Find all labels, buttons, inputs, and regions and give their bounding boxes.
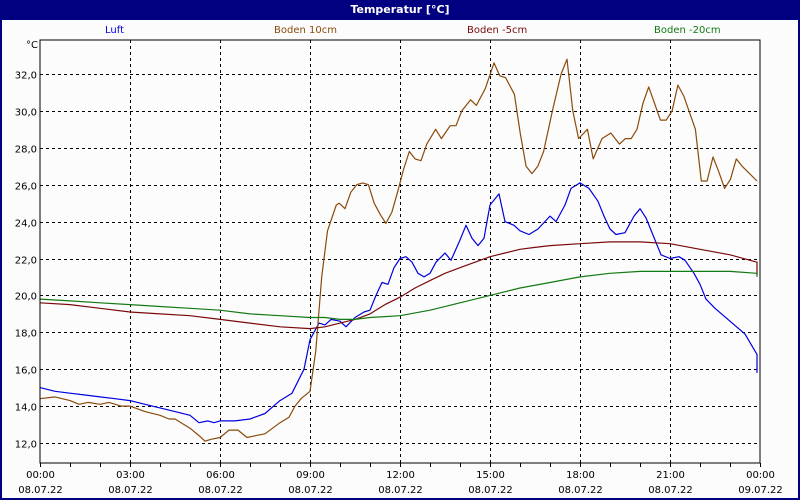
x-tick-time: 15:00 bbox=[476, 470, 505, 481]
x-tick-time: 06:00 bbox=[206, 470, 235, 481]
y-tick-label: 24,0 bbox=[15, 219, 37, 230]
y-tick-label: 32,0 bbox=[15, 71, 37, 82]
x-axis-ticks: 00:00 08.07.22 03:00 08.07.22 06:00 08.07.22 0… bbox=[18, 463, 783, 496]
x-tick-date: 08.07.22 bbox=[198, 485, 243, 496]
x-tick-date: 08.07.22 bbox=[288, 485, 333, 496]
legend-boden-10cm: Boden 10cm bbox=[274, 25, 337, 36]
series-line-boden-10cm bbox=[39, 58, 758, 442]
x-tick-time: 12:00 bbox=[386, 470, 415, 481]
y-tick-label: 30,0 bbox=[15, 108, 37, 119]
x-tick-date: 08.07.22 bbox=[648, 485, 693, 496]
y-tick-label: 18,0 bbox=[15, 329, 37, 340]
legend-boden-20cm: Boden -20cm bbox=[654, 25, 721, 36]
series-line-boden-5cm bbox=[39, 241, 758, 330]
legend-luft: Luft bbox=[105, 25, 124, 36]
y-tick-label: 16,0 bbox=[15, 366, 37, 377]
y-tick-label: 12,0 bbox=[15, 440, 37, 451]
x-tick-date: 08.07.22 bbox=[468, 485, 513, 496]
x-tick-date: 09.07.22 bbox=[738, 485, 783, 496]
y-axis-ticks: 12,0 14,0 16,0 18,0 20,0 22,0 24,0 26,0 28,0 30,0… bbox=[15, 71, 37, 451]
x-tick-date: 08.07.22 bbox=[558, 485, 603, 496]
x-tick-time: 21:00 bbox=[656, 470, 685, 481]
plot-frame bbox=[39, 39, 761, 464]
series-lines bbox=[39, 58, 758, 442]
y-tick-label: 14,0 bbox=[15, 403, 37, 414]
series-line-boden-20cm bbox=[39, 270, 758, 320]
x-tick-date: 08.07.22 bbox=[18, 485, 63, 496]
window-title: Temperatur [°C] bbox=[350, 3, 450, 16]
series-line-luft bbox=[39, 182, 758, 424]
x-tick-time: 03:00 bbox=[116, 470, 145, 481]
x-tick-time: 00:00 bbox=[746, 470, 775, 481]
x-tick-time: 09:00 bbox=[296, 470, 325, 481]
grid-lines bbox=[40, 40, 760, 463]
x-tick-time: 00:00 bbox=[26, 470, 55, 481]
y-axis-unit: °C bbox=[26, 40, 38, 51]
legend-boden-5cm: Boden -5cm bbox=[467, 25, 528, 36]
y-tick-label: 26,0 bbox=[15, 182, 37, 193]
x-tick-date: 08.07.22 bbox=[108, 485, 153, 496]
x-tick-date: 08.07.22 bbox=[378, 485, 423, 496]
x-tick-time: 18:00 bbox=[566, 470, 595, 481]
y-tick-label: 22,0 bbox=[15, 256, 37, 267]
y-tick-label: 28,0 bbox=[15, 145, 37, 156]
y-tick-label: 20,0 bbox=[15, 292, 37, 303]
